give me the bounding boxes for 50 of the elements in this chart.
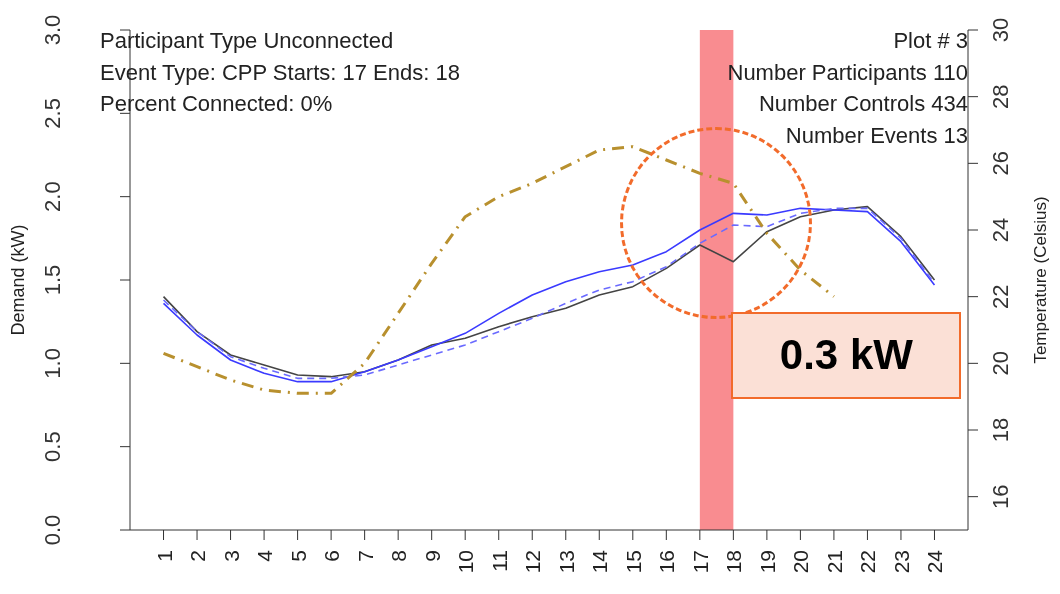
x-tick-label: 14 [588, 549, 612, 574]
y-tick-label: 2.5 [40, 98, 65, 129]
y2-tick-label: 18 [988, 417, 1013, 443]
annotation: Number Events 13 [785, 122, 968, 149]
x-tick-label: 22 [856, 550, 880, 574]
x-tick-label: 10 [454, 550, 478, 574]
annotation: 0.3 kW [731, 311, 962, 399]
x-tick-label: 6 [320, 550, 344, 562]
annotation: Percent Connected: 0% [100, 91, 333, 117]
x-tick-label: 20 [789, 550, 813, 574]
x-tick-label: 2 [186, 550, 210, 562]
x-tick-label: 18 [722, 550, 746, 574]
y-tick-label: 1.5 [40, 264, 65, 296]
x-tick-label: 11 [487, 550, 511, 572]
y-axis-title: Demand (kW) [7, 224, 29, 336]
y-tick-label: 1.0 [40, 348, 65, 379]
x-tick-label: 24 [923, 549, 947, 574]
x-tick-label: 21 [822, 550, 846, 574]
y2-axis-title: Temperature (Celsius) [1031, 196, 1051, 364]
x-tick-label: 12 [521, 550, 545, 574]
y2-tick-label: 28 [988, 84, 1013, 109]
y2-tick-label: 22 [988, 284, 1013, 309]
x-tick-label: 13 [554, 550, 578, 574]
annotation: Number Controls 434 [758, 91, 968, 117]
annotation: Plot # 3 [893, 28, 968, 54]
x-tick-label: 3 [219, 550, 243, 562]
x-tick-label: 1 [152, 550, 176, 562]
y2-tick-label: 30 [988, 17, 1013, 43]
x-tick-label: 15 [621, 550, 645, 574]
x-tick-label: 7 [353, 550, 377, 562]
annotation: Event Type: CPP Starts: 17 Ends: 18 [100, 59, 460, 86]
x-tick-label: 19 [755, 550, 779, 574]
y2-tick-label: 20 [988, 351, 1013, 376]
x-tick-label: 16 [655, 550, 679, 574]
y2-tick-label: 26 [988, 151, 1013, 176]
x-tick-label: 4 [253, 549, 277, 562]
x-tick-label: 8 [387, 550, 411, 562]
x-tick-label: 9 [420, 550, 444, 562]
y-tick-label: 0.0 [40, 514, 65, 546]
x-tick-label: 23 [889, 550, 913, 574]
x-tick-label: 5 [286, 550, 310, 562]
x-tick-label: 17 [688, 550, 712, 574]
line-series [162, 145, 836, 395]
annotation: Number Participants 110 [727, 59, 968, 86]
y-tick-label: 0.5 [40, 431, 65, 462]
y2-tick-label: 24 [988, 217, 1013, 243]
y-tick-label: 3.0 [40, 14, 65, 46]
annotation: Participant Type Unconnected [100, 28, 394, 54]
y-tick-label: 2.0 [40, 181, 65, 212]
y2-tick-label: 16 [988, 484, 1013, 509]
